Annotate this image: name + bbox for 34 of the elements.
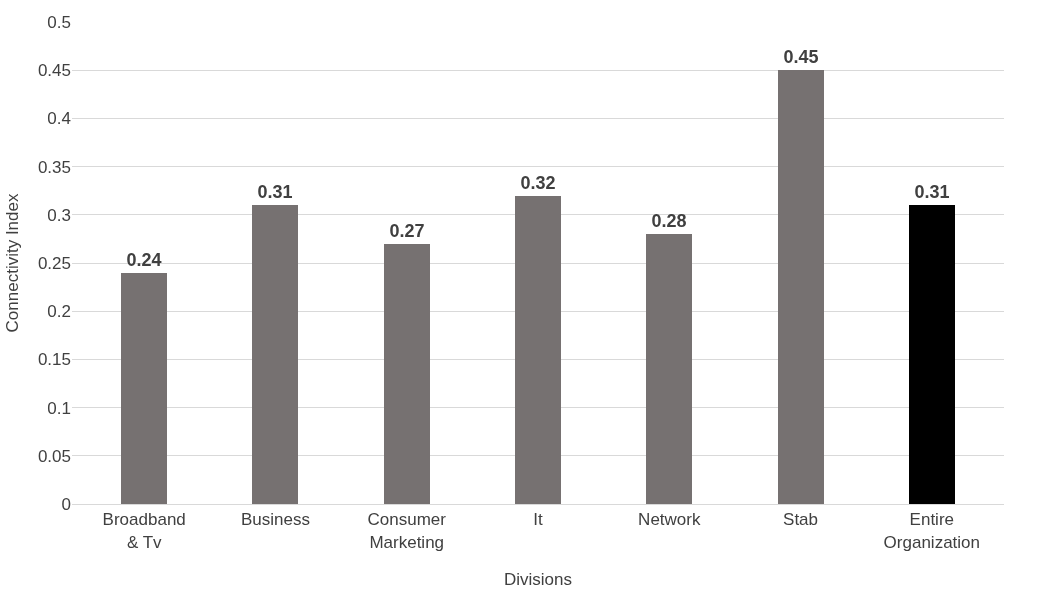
y-tick-label: 0.45 <box>37 61 71 81</box>
x-tick-label: Consumer Marketing <box>367 510 447 552</box>
y-axis-title: Connectivity Index <box>3 193 23 333</box>
y-tick-label: 0.2 <box>47 302 71 322</box>
y-tick-label: 0.3 <box>47 205 71 225</box>
x-tick-label: Business <box>240 510 310 530</box>
y-tick-label: 0.35 <box>37 157 71 177</box>
data-label: 0.28 <box>651 211 687 231</box>
data-label: 0.31 <box>914 182 950 202</box>
data-label: 0.32 <box>520 173 556 193</box>
y-tick-label: 0.4 <box>47 109 71 129</box>
y-tick-label: 0 <box>61 494 71 514</box>
y-tick-label: 0.15 <box>37 350 71 370</box>
bar <box>121 273 167 504</box>
y-tick-label: 0.5 <box>47 12 71 32</box>
bar <box>646 234 692 504</box>
y-tick-label: 0.05 <box>37 446 71 466</box>
data-label: 0.27 <box>389 221 425 241</box>
data-label: 0.45 <box>783 47 819 67</box>
bar <box>778 70 824 504</box>
bar <box>909 205 955 504</box>
bar <box>384 244 430 504</box>
x-tick-label: Broadband & Tv <box>102 510 186 552</box>
y-tick-label: 0.25 <box>37 253 71 273</box>
y-tick-label: 0.1 <box>47 398 71 418</box>
x-axis-title: Divisions <box>503 569 573 589</box>
x-tick-label: Entire Organization <box>883 510 980 552</box>
data-label: 0.31 <box>257 182 293 202</box>
x-tick-label: It <box>533 510 543 530</box>
bar <box>515 196 561 504</box>
x-tick-label: Stab <box>783 510 819 530</box>
x-tick-label: Network <box>638 510 701 530</box>
bar <box>252 205 298 504</box>
data-label: 0.24 <box>126 250 162 270</box>
